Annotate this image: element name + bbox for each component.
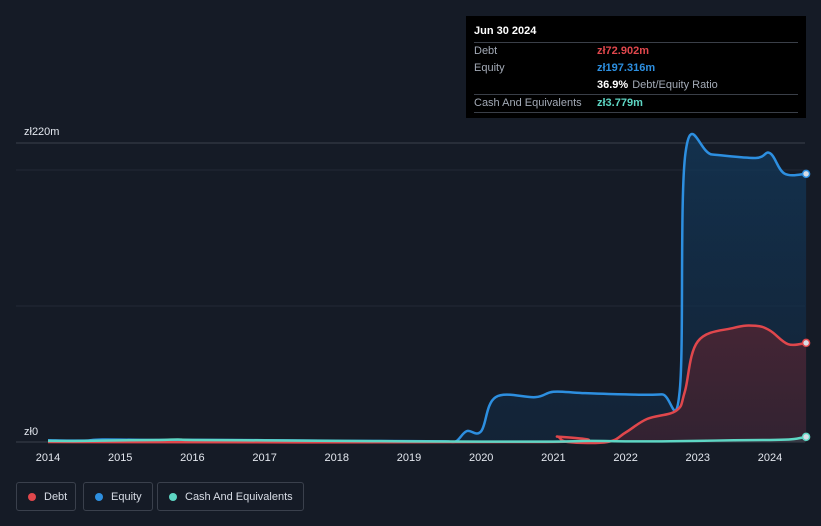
y-axis-top-label: zł220m [24, 126, 59, 138]
x-tick-label-2020: 2020 [469, 452, 493, 464]
x-tick-label-2019: 2019 [397, 452, 421, 464]
tooltip-equity-label: Equity [474, 62, 505, 74]
tooltip-cash-label: Cash And Equivalents [474, 97, 582, 109]
legend-equity[interactable]: Equity [83, 482, 153, 511]
legend-debt[interactable]: Debt [16, 482, 76, 511]
tooltip-row-cash: Cash And Equivalents zł3.779m [474, 94, 798, 112]
x-tick-label-2018: 2018 [325, 452, 349, 464]
x-tick-label-2024: 2024 [758, 452, 782, 464]
x-tick-label-2016: 2016 [180, 452, 204, 464]
tooltip-row-equity: Equity zł197.316m [474, 60, 798, 77]
equity-endpoint [801, 169, 811, 179]
x-tick-label-2022: 2022 [613, 452, 637, 464]
x-tick-label-2017: 2017 [252, 452, 276, 464]
tooltip-date: Jun 30 2024 [474, 25, 537, 37]
debt-area [48, 325, 807, 444]
y-axis-zero-label: zł0 [24, 426, 38, 438]
x-tick-label-2014: 2014 [36, 452, 60, 464]
tooltip-ratio-percent: 36.9% [597, 79, 629, 91]
x-tick-label-2023: 2023 [686, 452, 710, 464]
legend-cash-label: Cash And Equivalents [185, 490, 293, 503]
tooltip-row-ratio: 36.9% Debt/Equity Ratio [474, 77, 798, 94]
tooltip-cash-value: zł3.779m [597, 97, 643, 109]
legend-equity-label: Equity [111, 490, 142, 503]
tooltip-debt-label: Debt [474, 45, 498, 57]
legend-debt-label: Debt [44, 490, 68, 503]
legend-cash[interactable]: Cash And Equivalents [157, 482, 304, 511]
cash-and-equivalents-endpoint [801, 432, 811, 442]
tooltip-ratio-label: Debt/Equity Ratio [632, 79, 718, 91]
debt-endpoint [801, 338, 811, 348]
cash-and-equivalents-line [47, 435, 807, 443]
tooltip-panel: Jun 30 2024 Debt zł72.902m Equity zł197.… [466, 16, 806, 118]
legend-equity-dot [95, 492, 103, 501]
legend-cash-dot [169, 492, 177, 501]
legend-debt-dot [28, 492, 36, 501]
x-tick-label-2021: 2021 [541, 452, 565, 464]
x-tick-label-2015: 2015 [108, 452, 132, 464]
tooltip-row-debt: Debt zł72.902m [474, 42, 798, 60]
tooltip-debt-value: zł72.902m [597, 45, 649, 57]
tooltip-equity-value: zł197.316m [597, 62, 656, 74]
